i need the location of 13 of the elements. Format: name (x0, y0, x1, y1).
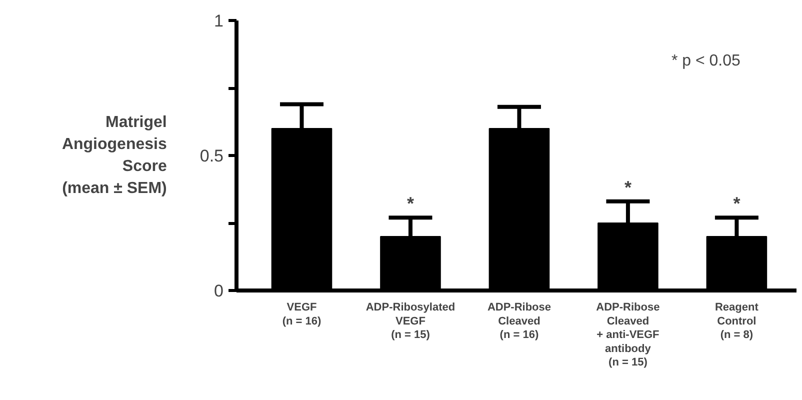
x-tick-label: Reagent Control (n = 8) (714, 302, 759, 342)
y-tick-label: 0.5 (200, 146, 224, 166)
annotation: * p < 0.05 (671, 52, 740, 70)
y-tick-label: 0 (214, 282, 224, 300)
x-tick-label: VEGF (n = 16) (282, 302, 322, 328)
data-label: * (733, 194, 740, 214)
x-tick-label: ADP-Ribose Cleaved + anti-VEGF antibody (n = 15) (596, 302, 660, 369)
data-label: * (624, 177, 632, 198)
x-tick-label: ADP-Ribosylated VEGF (n = 15) (366, 302, 456, 342)
y-axis-title: Matrigel Angiogenesis Score (mean ± SEM) (62, 114, 167, 198)
y-tick-label: 1 (214, 12, 224, 30)
data-label: * (406, 194, 414, 214)
x-tick-label: ADP-Ribose Cleaved (n = 16) (487, 302, 551, 342)
